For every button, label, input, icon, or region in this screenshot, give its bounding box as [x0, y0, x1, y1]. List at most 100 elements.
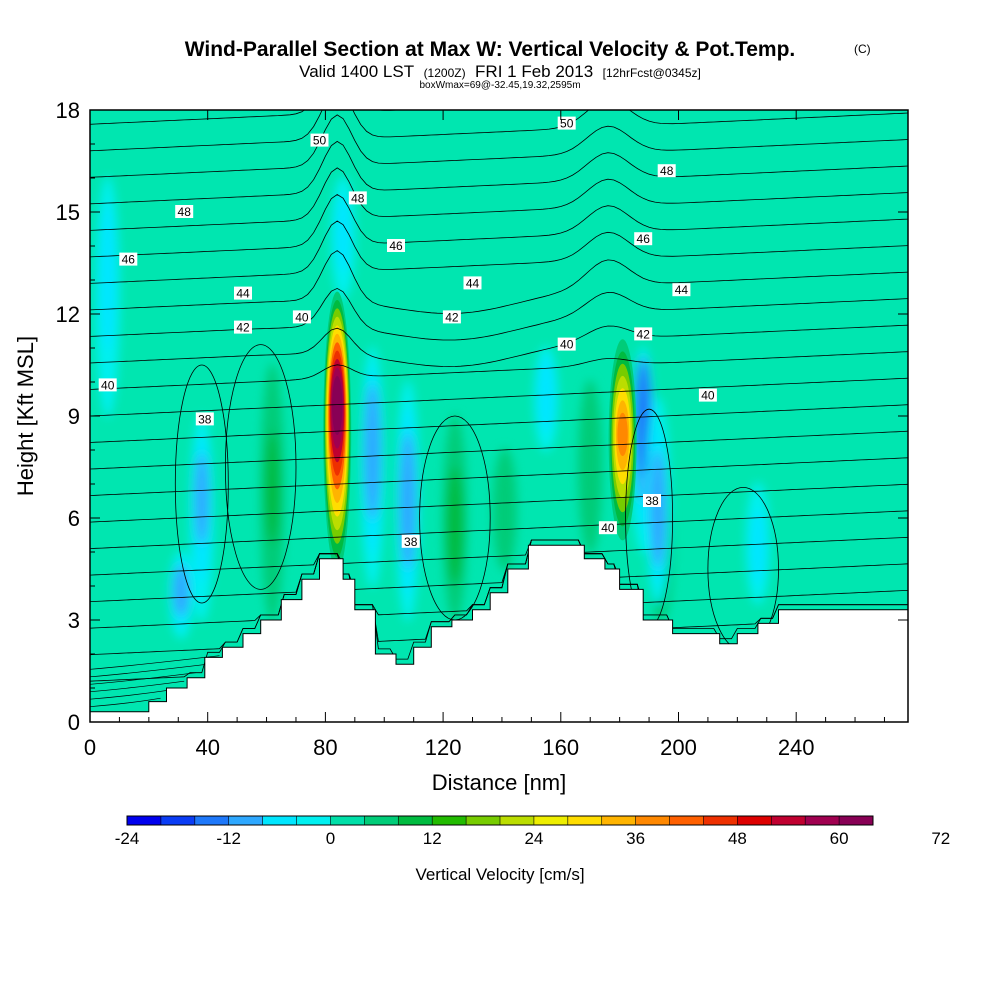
isentrope-line [90, 110, 908, 152]
isentrope-label: 46 [634, 232, 653, 246]
isentrope-label: 50 [557, 116, 576, 131]
isentrope-label-text: 46 [637, 232, 651, 246]
isentrope-label: 44 [234, 286, 252, 301]
colorbar-swatch [737, 816, 772, 825]
x-tick-label: 40 [195, 735, 219, 760]
colorbar-swatch [296, 816, 331, 825]
isentrope-line [90, 351, 908, 390]
velocity-cell-downdraft [99, 203, 117, 350]
velocity-cell-downdraft [401, 459, 414, 543]
colorbar-swatch [635, 816, 670, 825]
colorbar-tick-label: -12 [216, 829, 241, 848]
terrain-mask [90, 544, 908, 722]
x-tick-label: 80 [313, 735, 337, 760]
isentrope-label: 40 [698, 388, 717, 403]
box-wmax-info: boxWmax=69@-32.45,19.32,2595m [419, 80, 580, 91]
isentrope-label: 42 [234, 320, 252, 335]
isentrope-line [90, 655, 220, 670]
isentrope-line [90, 110, 408, 125]
isentrope-lines [90, 110, 908, 708]
isentrope-label-text: 40 [601, 521, 615, 535]
velocity-cell-downdraft [366, 402, 379, 486]
velocity-cell-updraft [581, 407, 599, 514]
isentrope-label: 48 [657, 164, 676, 178]
isentrope-line [90, 689, 173, 700]
isentrope-label-text: 48 [351, 191, 365, 205]
velocity-cell-downdraft [638, 372, 649, 424]
x-tick-label: 200 [660, 735, 697, 760]
isentrope-line [90, 483, 908, 523]
isentrope-label-text: 40 [295, 310, 309, 324]
y-tick-label: 6 [68, 506, 80, 531]
colorbar-swatch [601, 816, 636, 825]
isentrope-line [90, 680, 185, 693]
isentrope-label: 48 [348, 191, 367, 205]
chart-title: Wind-Parallel Section at Max W: Vertical… [185, 38, 796, 61]
x-tick-label: 160 [542, 735, 579, 760]
colorbar-tick-label: 72 [931, 829, 950, 848]
y-tick-label: 0 [68, 710, 80, 735]
velocity-cell-downdraft [651, 476, 664, 549]
isentrope-label: 42 [442, 310, 461, 324]
isentrope-label-text: 48 [178, 205, 192, 219]
colorbar-swatch [805, 816, 840, 825]
isentrope-label: 38 [195, 412, 214, 426]
colorbar-swatch [466, 816, 501, 825]
colorbar-swatch [432, 816, 467, 825]
isentrope-label-text: 40 [560, 338, 574, 352]
colorbar-swatch [771, 816, 806, 825]
velocity-cell-updraft [332, 384, 342, 422]
updraft-cores [323, 291, 637, 571]
isentrope-line [90, 377, 908, 417]
isentrope-label: 44 [463, 276, 482, 290]
y-axis-label: Height [Kft MSL] [13, 336, 38, 496]
colorbar-tick-label: -24 [115, 829, 140, 848]
isentrope-label: 40 [98, 378, 117, 392]
isentrope-line [90, 510, 908, 549]
isentrope-label-text: 38 [198, 412, 212, 426]
isentrope-line [90, 287, 908, 341]
isentrope-label: 46 [387, 239, 405, 253]
colorbar-tick-label: 0 [326, 829, 335, 848]
colorbar-swatch [364, 816, 399, 825]
y-tick-label: 12 [56, 302, 80, 327]
colorbar-tick-label: 12 [423, 829, 442, 848]
isentrope-line [90, 697, 161, 708]
isentrope-label-text: 44 [236, 287, 250, 301]
isentrope-label-text: 50 [560, 117, 574, 131]
isentrope-line [90, 114, 908, 178]
isentrope-label-text: 40 [101, 378, 115, 392]
isentrope-line [90, 324, 908, 368]
copyright-mark: (C) [854, 42, 871, 56]
isentrope-label: 42 [634, 327, 653, 341]
isentrope-label: 46 [119, 252, 138, 267]
x-tick-label: 120 [425, 735, 462, 760]
isentrope-label: 40 [292, 310, 311, 324]
colorbar-swatch [194, 816, 230, 825]
isentrope-label: 40 [598, 521, 617, 535]
colorbar-swatch [839, 816, 874, 825]
colorbar-swatch [500, 816, 535, 825]
colorbar-swatch [703, 816, 738, 825]
y-tick-label: 18 [56, 98, 80, 123]
y-tick-label: 15 [56, 200, 80, 225]
isentrope-label-text: 38 [645, 494, 659, 508]
colorbar-tick-label: 36 [626, 829, 645, 848]
isentrope-label: 38 [401, 534, 420, 549]
velocity-cell-updraft [617, 412, 628, 457]
isentrope-label-text: 46 [122, 253, 136, 267]
colorbar-swatch [567, 816, 603, 825]
isentrope-line [90, 250, 908, 314]
velocity-cell-updraft [448, 493, 461, 566]
isentrope-loop [174, 364, 229, 604]
y-tick-label: 9 [68, 404, 80, 429]
axes: 0 40 80 120 160 200 240 0 3 6 9 12 15 18 [56, 98, 908, 760]
isentrope-line [90, 167, 908, 231]
colorbar-tick-label: 24 [524, 829, 543, 848]
isentrope-line [90, 140, 908, 205]
velocity-cell-downdraft [334, 196, 352, 272]
isentrope-line [90, 457, 908, 496]
colorbar-tick-label: 60 [830, 829, 849, 848]
isentrope-label: 44 [672, 283, 691, 297]
